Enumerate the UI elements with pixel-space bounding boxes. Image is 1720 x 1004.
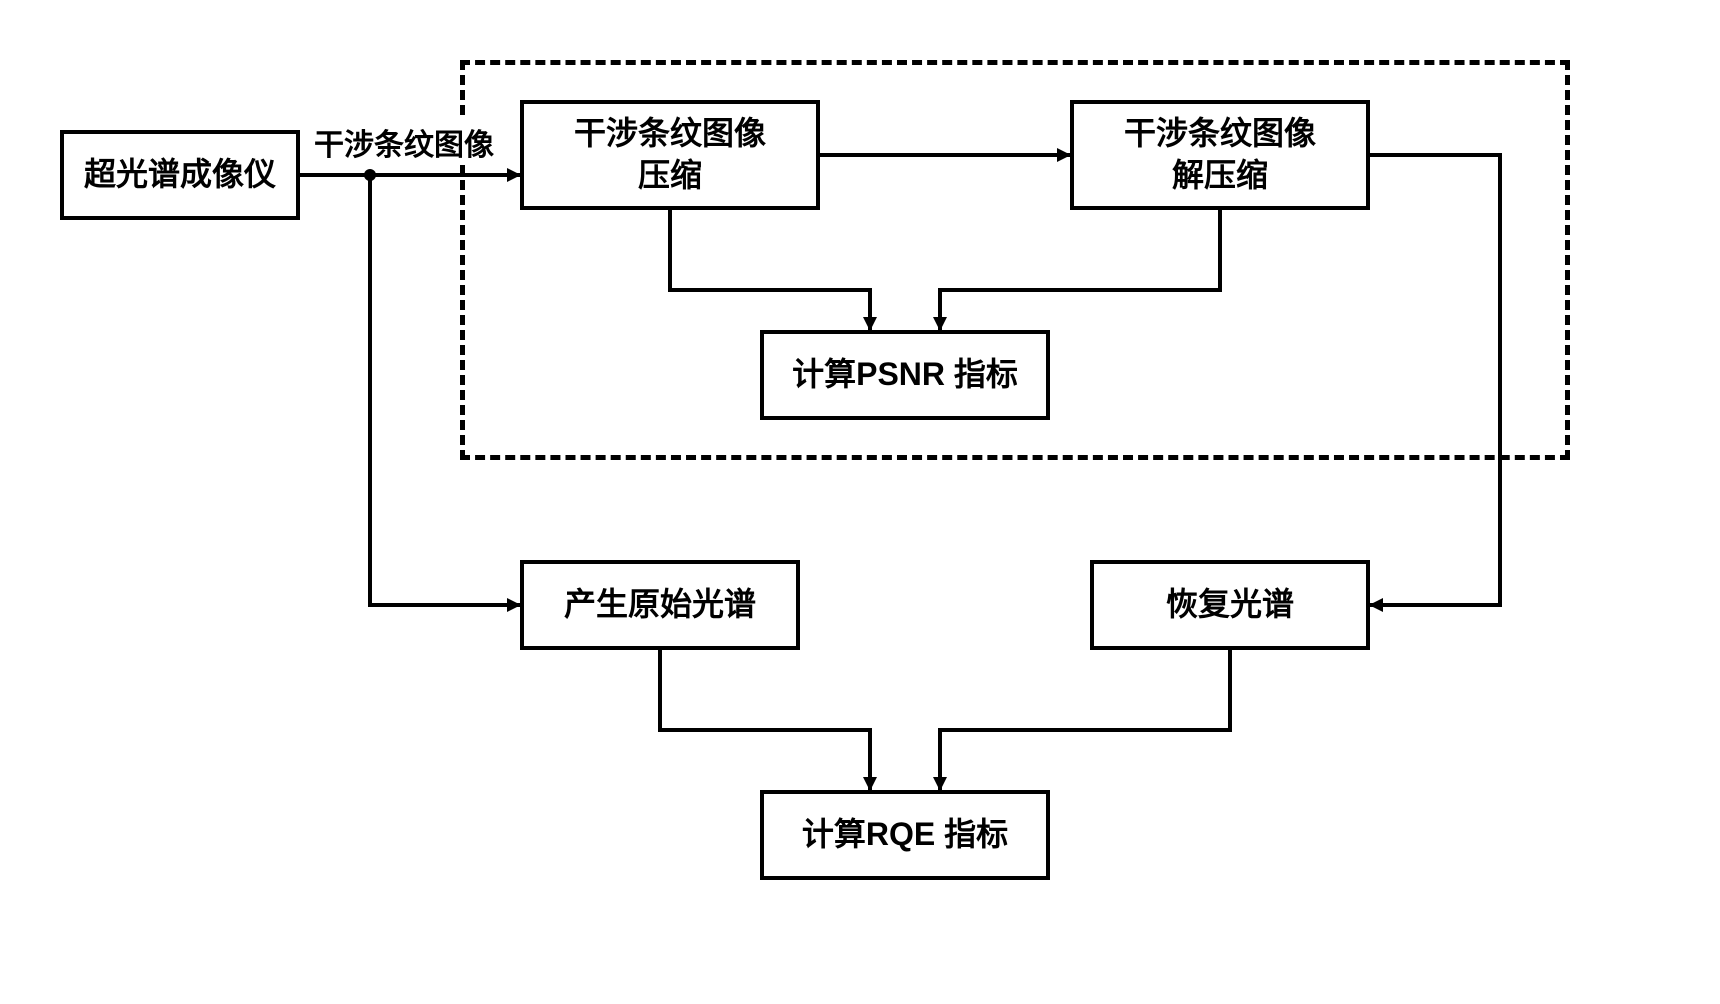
- node-label: 恢复光谱: [1166, 584, 1294, 626]
- node-psnr: 计算PSNR 指标: [760, 330, 1050, 420]
- node-label: 产生原始光谱: [564, 584, 756, 626]
- flowchart-container: 超光谱成像仪 干涉条纹图像 压缩 干涉条纹图像 解压缩 计算PSNR 指标 产生…: [0, 0, 1720, 1004]
- junction-dot: [364, 169, 376, 181]
- node-label: 计算PSNR 指标: [792, 354, 1018, 396]
- edge-label-text: 干涉条纹图像: [314, 129, 494, 162]
- edge-origspec-to-rqe: [660, 650, 870, 790]
- node-origspec: 产生原始光谱: [520, 560, 800, 650]
- node-rqe: 计算RQE 指标: [760, 790, 1050, 880]
- node-imager: 超光谱成像仪: [60, 130, 300, 220]
- node-label: 计算RQE 指标: [802, 814, 1008, 856]
- node-label: 干涉条纹图像 压缩: [574, 113, 766, 196]
- node-label: 超光谱成像仪: [84, 154, 276, 196]
- node-label: 干涉条纹图像 解压缩: [1124, 113, 1316, 196]
- node-decompress: 干涉条纹图像 解压缩: [1070, 100, 1370, 210]
- edge-recspec-to-rqe: [940, 650, 1230, 790]
- edge-label-interference-image: 干涉条纹图像: [310, 120, 498, 164]
- node-compress: 干涉条纹图像 压缩: [520, 100, 820, 210]
- node-recspec: 恢复光谱: [1090, 560, 1370, 650]
